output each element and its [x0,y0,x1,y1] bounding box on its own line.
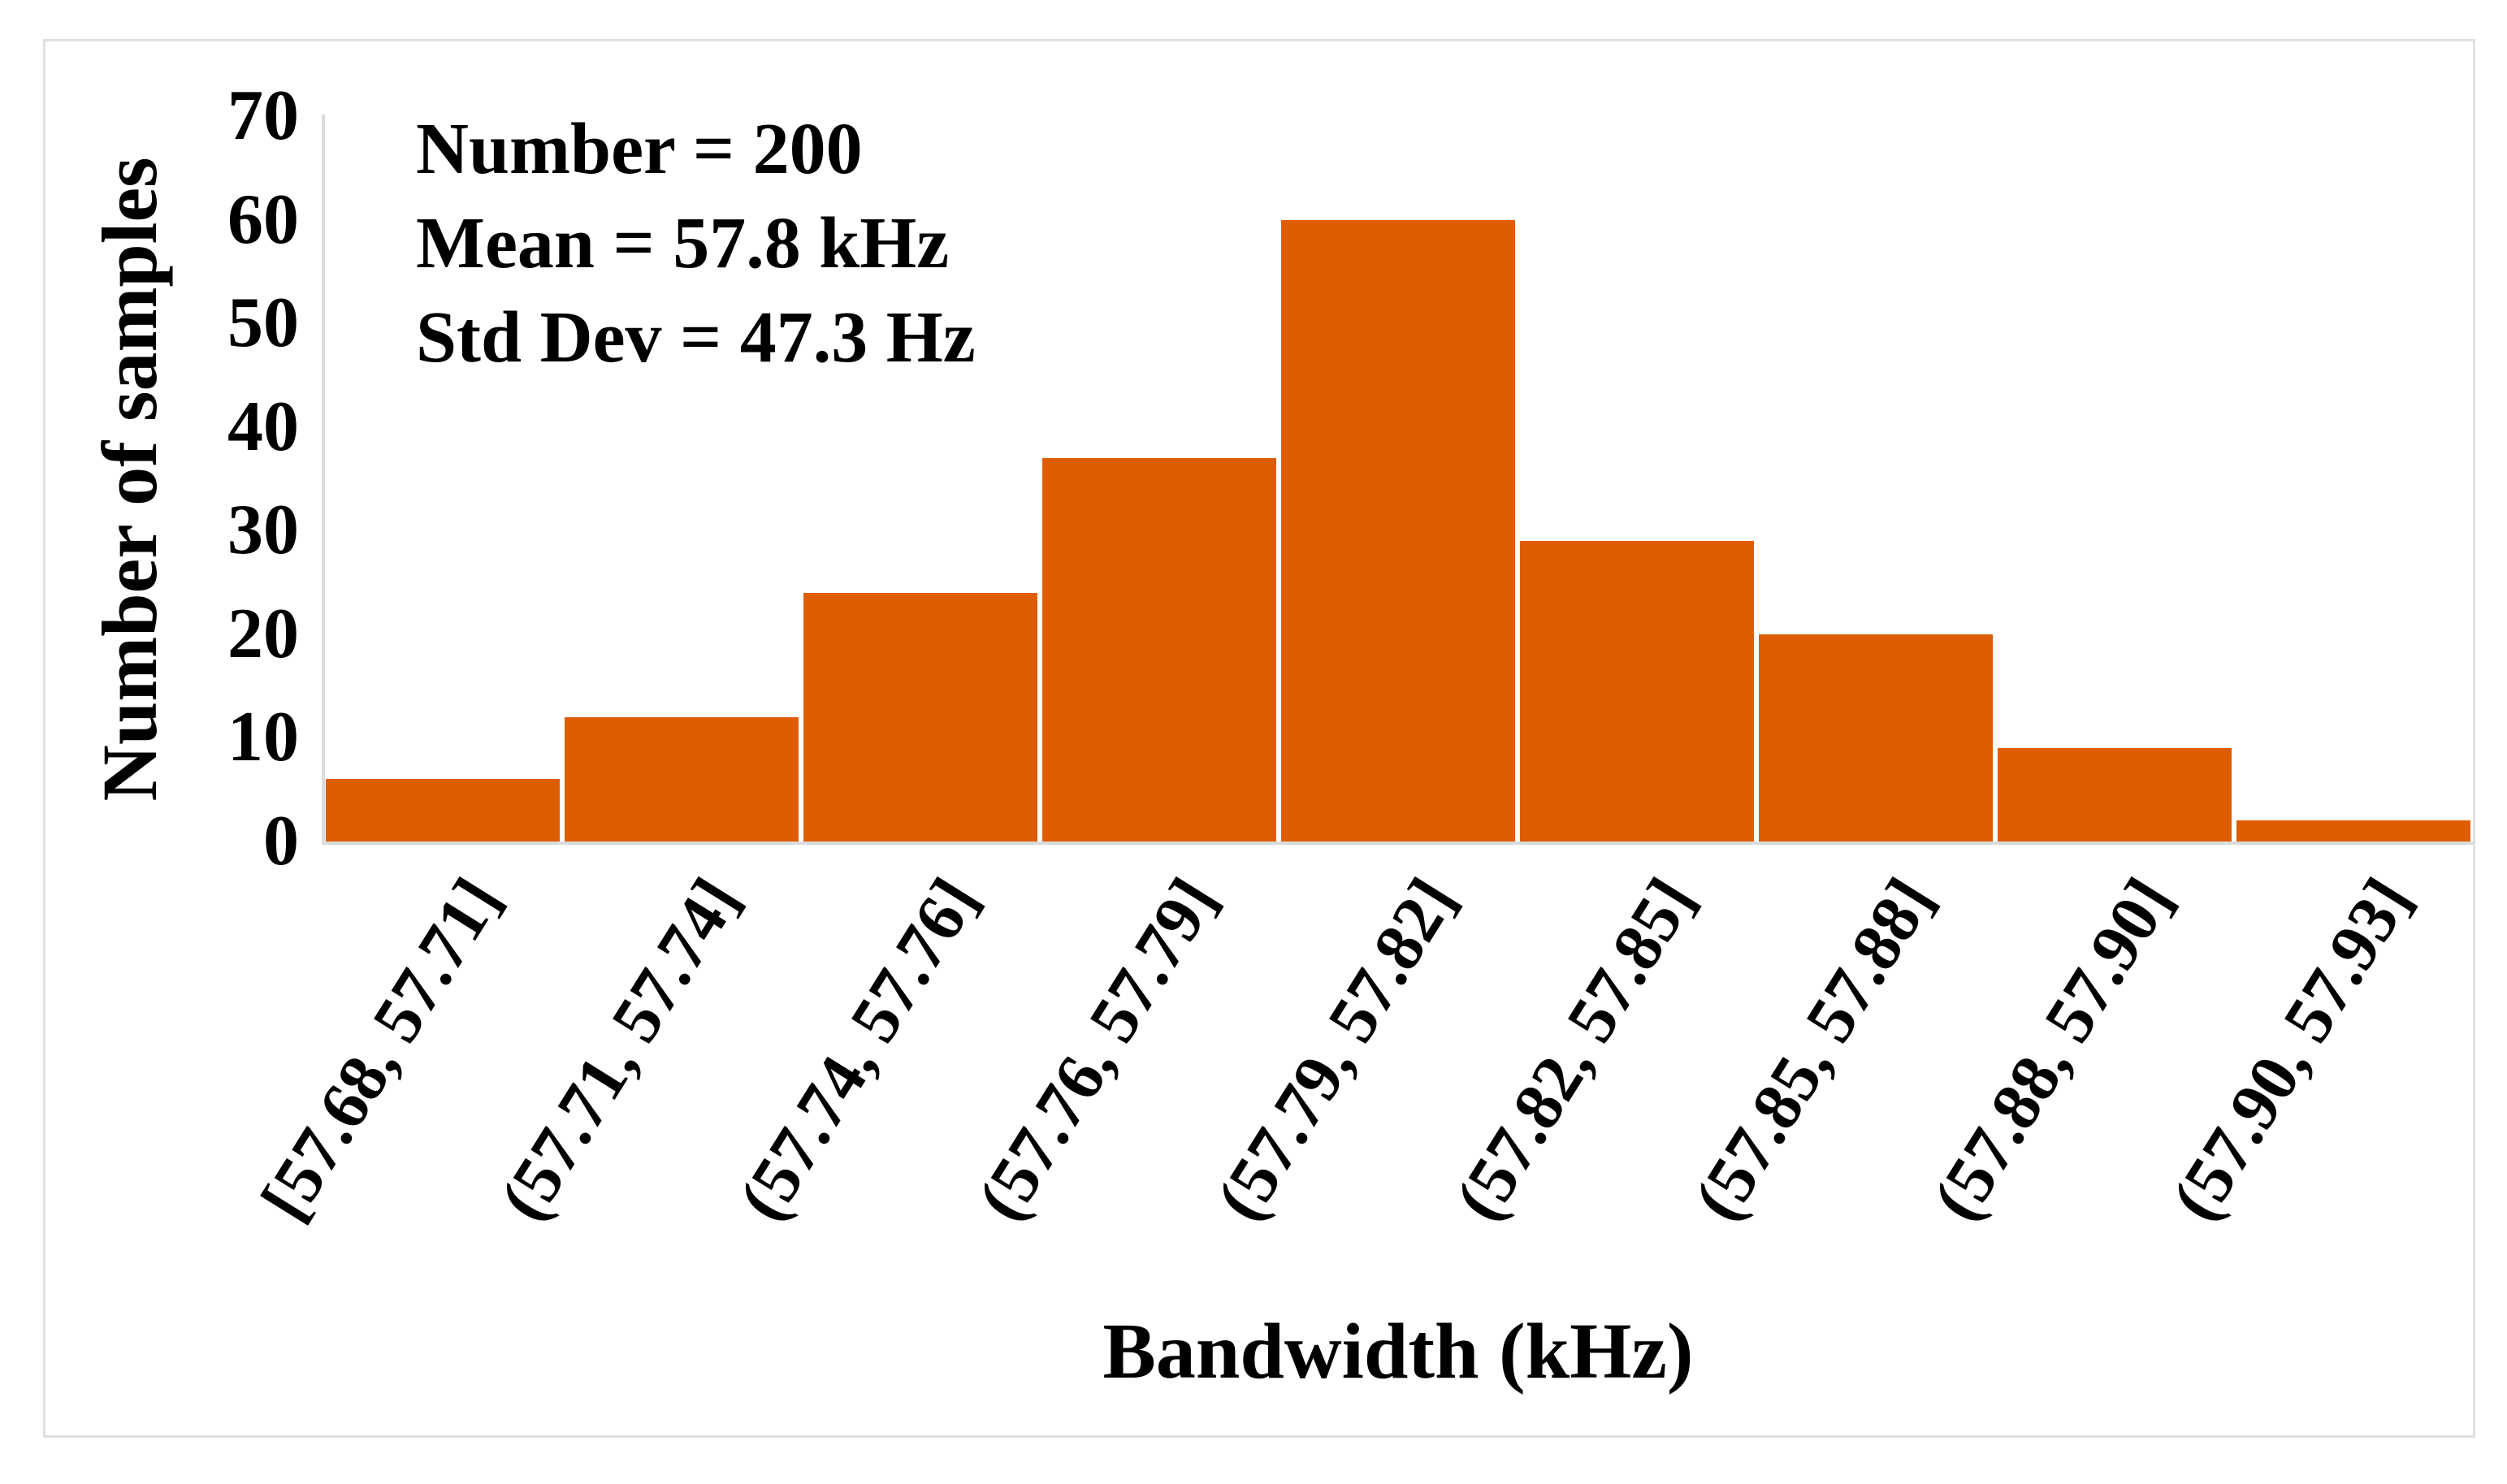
bar [803,592,1037,842]
annotation-block: Number = 200 Mean = 57.8 kHz Std Dev = 4… [416,102,976,385]
bar [1281,219,1515,842]
y-tick-label: 30 [227,491,299,570]
bar [2236,820,2470,842]
y-tick-label: 60 [227,180,299,259]
annotation-line-stddev: Std Dev = 47.3 Hz [416,297,976,378]
bar [1042,457,1276,842]
y-tick-label: 40 [227,387,299,466]
bar [1998,748,2232,842]
annotation-line-mean: Mean = 57.8 kHz [416,203,950,283]
bar [1520,541,1754,842]
bar [326,779,560,842]
annotation-line-number: Number = 200 [416,109,863,189]
y-tick-label: 0 [263,802,299,880]
y-tick-label: 70 [227,76,299,155]
bar [565,716,799,842]
bar [1759,634,1993,842]
y-axis-line [322,115,325,844]
y-tick-label: 20 [227,594,299,673]
x-axis-line [322,842,2475,845]
x-axis-title: Bandwidth (kHz) [1102,1308,1694,1395]
y-tick-label: 10 [227,698,299,777]
y-tick-label: 50 [227,283,299,363]
